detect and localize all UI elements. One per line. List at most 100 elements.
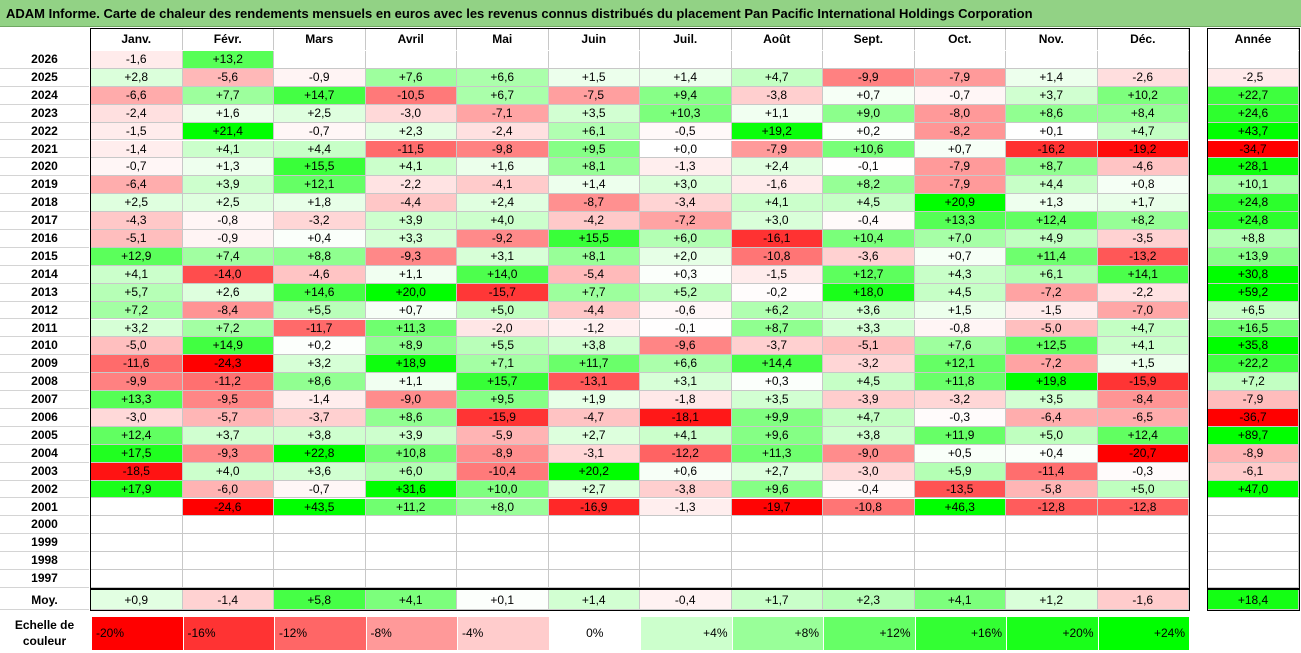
heatmap-cell: -1,6 bbox=[91, 51, 183, 69]
heatmap-cell: -10,4 bbox=[457, 462, 549, 481]
heatmap-cell bbox=[914, 534, 1006, 553]
annual-cell bbox=[1208, 552, 1299, 571]
heatmap-cell: -3,4 bbox=[640, 194, 732, 213]
heatmap-cell bbox=[457, 552, 549, 571]
heatmap-cell: +3,0 bbox=[640, 176, 732, 195]
heatmap-cell: +5,5 bbox=[274, 301, 366, 320]
month-header: Janv. bbox=[91, 29, 183, 50]
heatmap-cell: +10,6 bbox=[823, 140, 915, 159]
heatmap-cell: -0,9 bbox=[182, 230, 274, 248]
year-label: 2012 bbox=[0, 302, 89, 320]
heatmap-cell: +0,4 bbox=[1006, 444, 1098, 463]
heatmap-cell: +7,6 bbox=[914, 337, 1006, 356]
average-cell: +0,1 bbox=[457, 590, 549, 610]
heatmap-cell: +17,5 bbox=[91, 444, 183, 463]
heatmap-cell: +18,0 bbox=[823, 283, 915, 302]
heatmap-cell bbox=[823, 552, 915, 571]
month-header: Déc. bbox=[1098, 29, 1189, 50]
year-label: 2005 bbox=[0, 427, 89, 445]
heatmap-cell bbox=[182, 570, 274, 588]
color-scale-swatch: -12% bbox=[275, 617, 367, 650]
heatmap-cell: -0,4 bbox=[823, 212, 915, 230]
heatmap-cell: +0,7 bbox=[365, 301, 457, 320]
heatmap-cell: -13,1 bbox=[548, 373, 640, 392]
heatmap-cell: +1,1 bbox=[731, 104, 823, 123]
heatmap-cell: +0,1 bbox=[1006, 122, 1098, 141]
heatmap-cell bbox=[91, 552, 183, 571]
heatmap-cell: +4,1 bbox=[182, 140, 274, 159]
heatmap-cell: +4,7 bbox=[731, 68, 823, 87]
heatmap-cell: -1,5 bbox=[731, 265, 823, 284]
heatmap-cell: +4,5 bbox=[823, 373, 915, 392]
heatmap-cell: -1,2 bbox=[548, 319, 640, 338]
heatmap-cell: -6,6 bbox=[91, 86, 183, 105]
annual-cell: +10,1 bbox=[1208, 176, 1299, 195]
heatmap-cell: -9,3 bbox=[365, 247, 457, 266]
heatmap-cell: +3,2 bbox=[274, 355, 366, 374]
year-label: 2004 bbox=[0, 445, 89, 463]
color-scale-swatch: 0% bbox=[549, 617, 641, 650]
heatmap-cell: +8,6 bbox=[1006, 104, 1098, 123]
heatmap-cell: +9,9 bbox=[731, 409, 823, 427]
heatmap-cell: +22,8 bbox=[274, 444, 366, 463]
heatmap-cell: +7,7 bbox=[182, 86, 274, 105]
heatmap-cell: +1,5 bbox=[1097, 355, 1189, 374]
heatmap-cell bbox=[1097, 516, 1189, 535]
color-scale-swatch: +8% bbox=[732, 617, 824, 650]
year-label: 2016 bbox=[0, 230, 89, 248]
heatmap-cell: +3,1 bbox=[457, 247, 549, 266]
heatmap-cell bbox=[1097, 51, 1189, 69]
heatmap-cell: +8,2 bbox=[1097, 212, 1189, 230]
heatmap-cell: +0,3 bbox=[731, 373, 823, 392]
heatmap-cell: +2,0 bbox=[640, 247, 732, 266]
heatmap-cell bbox=[731, 516, 823, 535]
heatmap-cell: -5,1 bbox=[823, 337, 915, 356]
heatmap-cell: +7,2 bbox=[91, 301, 183, 320]
annual-cell: -2,5 bbox=[1208, 68, 1299, 87]
heatmap-cell: -15,9 bbox=[457, 409, 549, 427]
heatmap-cell: +46,3 bbox=[914, 498, 1006, 517]
annual-cell: +89,7 bbox=[1208, 426, 1299, 445]
heatmap-cell: +8,0 bbox=[457, 498, 549, 517]
heatmap-cell: +7,1 bbox=[457, 355, 549, 374]
year-label: 1997 bbox=[0, 570, 89, 588]
heatmap-cell bbox=[823, 570, 915, 588]
heatmap-cell bbox=[548, 552, 640, 571]
heatmap-cell bbox=[365, 51, 457, 69]
annual-cell: +43,7 bbox=[1208, 122, 1299, 141]
heatmap-cell: +11,2 bbox=[365, 498, 457, 517]
heatmap-cell: -6,5 bbox=[1097, 409, 1189, 427]
average-cell: +2,3 bbox=[823, 590, 915, 610]
heatmap-cell: -0,1 bbox=[823, 158, 915, 177]
heatmap-cell: -2,2 bbox=[365, 176, 457, 195]
heatmap-cell: -3,1 bbox=[548, 444, 640, 463]
heatmap-cell: -0,7 bbox=[914, 86, 1006, 105]
heatmap-cell: -4,6 bbox=[274, 265, 366, 284]
heatmap-cell: +11,8 bbox=[914, 373, 1006, 392]
heatmap-cell: +3,5 bbox=[1006, 391, 1098, 409]
month-header: Mars bbox=[274, 29, 366, 50]
heatmap-cell: +0,6 bbox=[640, 462, 732, 481]
heatmap-cell: -13,2 bbox=[1097, 247, 1189, 266]
heatmap-cell: +18,9 bbox=[365, 355, 457, 374]
month-header: Avril bbox=[366, 29, 457, 50]
heatmap-cell: +14,6 bbox=[274, 283, 366, 302]
heatmap-cell: -12,8 bbox=[1097, 498, 1189, 517]
color-scale-swatch: +20% bbox=[1007, 617, 1099, 650]
heatmap-cell: +15,5 bbox=[548, 230, 640, 248]
heatmap-cell: +11,4 bbox=[1006, 247, 1098, 266]
heatmap-cell bbox=[1006, 552, 1098, 571]
heatmap-cell: +2,5 bbox=[91, 194, 183, 213]
heatmap-cell: +4,0 bbox=[182, 462, 274, 481]
heatmap-cell: -7,2 bbox=[1006, 355, 1098, 374]
average-label: Moy. bbox=[0, 590, 89, 610]
heatmap-cell: +8,7 bbox=[1006, 158, 1098, 177]
heatmap-cell: -0,5 bbox=[640, 122, 732, 141]
heatmap-cell: +1,9 bbox=[548, 391, 640, 409]
month-header: Juin bbox=[549, 29, 640, 50]
color-scale-swatch: +16% bbox=[915, 617, 1007, 650]
heatmap-cell bbox=[640, 534, 732, 553]
heatmap-cell: +9,5 bbox=[548, 140, 640, 159]
heatmap-cell bbox=[823, 534, 915, 553]
heatmap-cell: -16,2 bbox=[1006, 140, 1098, 159]
